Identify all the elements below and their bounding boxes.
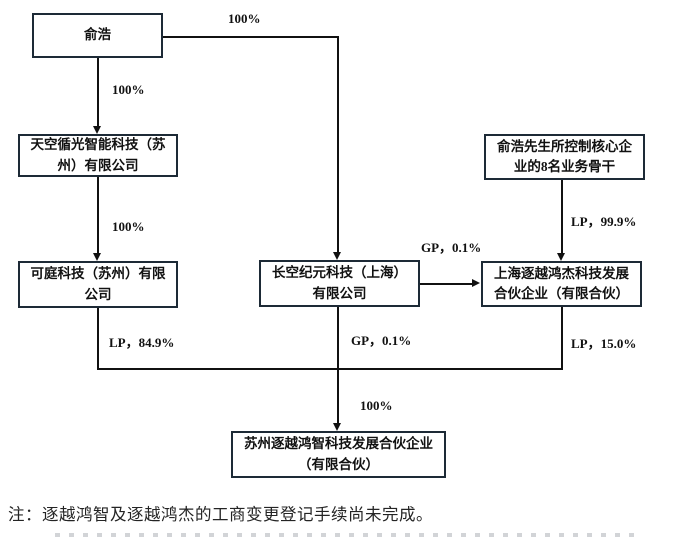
edge-label-100-yuhao-tiankong: 100%	[112, 82, 145, 97]
connector-changkong-down	[337, 307, 339, 369]
connector-bottom-rail	[97, 368, 563, 370]
node-label: 苏州逐越鸿智科技发展合伙企业	[244, 436, 433, 452]
connector-keting-down	[97, 308, 99, 369]
connector-shanghai-down	[561, 307, 563, 369]
arrowhead-down-icon	[557, 253, 565, 261]
clipped-text-line	[55, 533, 643, 537]
connector-core8-shanghai	[561, 180, 563, 254]
node-label: 州）有限公司	[57, 157, 139, 173]
node-label: 合伙企业（有限合伙）	[494, 286, 629, 301]
node-core-staff-8: 俞浩先生所控制核心企 业的8名业务骨干	[484, 134, 645, 180]
connector-tiankong-keting	[97, 177, 99, 254]
node-label: 有限公司	[312, 285, 367, 301]
connector-yuhao-right	[163, 36, 338, 38]
edge-label-100-suzhou: 100%	[360, 398, 393, 413]
footnote: 注：逐越鸿智及逐越鸿杰的工商变更登记手续尚未完成。	[8, 505, 433, 524]
node-changkong-jiyuan: 长空纪元科技（上海） 有限公司	[259, 260, 420, 307]
connector-down-to-changkong	[337, 36, 339, 253]
edge-label-gp-0-1-upper: GP，0.1%	[421, 240, 482, 255]
arrowhead-down-icon	[93, 253, 101, 261]
node-label: 俞浩先生所控制核心企	[497, 138, 632, 154]
node-label: 长空纪元科技（上海）	[272, 265, 407, 281]
arrowhead-right-icon	[472, 279, 480, 287]
node-shanghai-zhuyue-hongjie: 上海逐越鸿杰科技发展 合伙企业（有限合伙）	[481, 261, 642, 307]
node-label: 业的8名业务骨干	[513, 159, 616, 174]
node-yuhao: 俞浩	[32, 13, 163, 58]
edge-label-100-yuhao-changkong: 100%	[228, 11, 261, 26]
arrowhead-down-icon	[93, 126, 101, 134]
edge-label-100-tiankong-keting: 100%	[112, 219, 145, 234]
node-label: 上海逐越鸿杰科技发展	[494, 265, 629, 281]
node-suzhou-zhuyue-hongzhi: 苏州逐越鸿智科技发展合伙企业 （有限合伙）	[231, 431, 446, 478]
node-label: 公司	[84, 286, 112, 302]
edge-label-lp-15-0: LP，15.0%	[571, 336, 637, 351]
node-keting: 可庭科技（苏州）有限 公司	[18, 261, 178, 308]
edge-label-lp-99-9: LP，99.9%	[571, 214, 637, 229]
node-label: （有限合伙）	[298, 456, 379, 472]
node-label: 天空循光智能科技（苏	[30, 137, 166, 153]
edge-label-gp-0-1-lower: GP，0.1%	[351, 333, 412, 348]
node-label: 可庭科技（苏州）有限	[30, 266, 166, 282]
connector-changkong-shanghai	[420, 283, 473, 285]
connector-yuhao-tiankong	[97, 58, 99, 127]
node-tiankong-xunguang: 天空循光智能科技（苏 州）有限公司	[18, 134, 178, 177]
arrowhead-down-icon	[333, 423, 341, 431]
arrowhead-down-icon	[333, 252, 341, 260]
node-label: 俞浩	[84, 27, 111, 43]
edge-label-lp-84-9: LP，84.9%	[109, 335, 175, 350]
connector-rail-suzhou	[337, 368, 339, 424]
